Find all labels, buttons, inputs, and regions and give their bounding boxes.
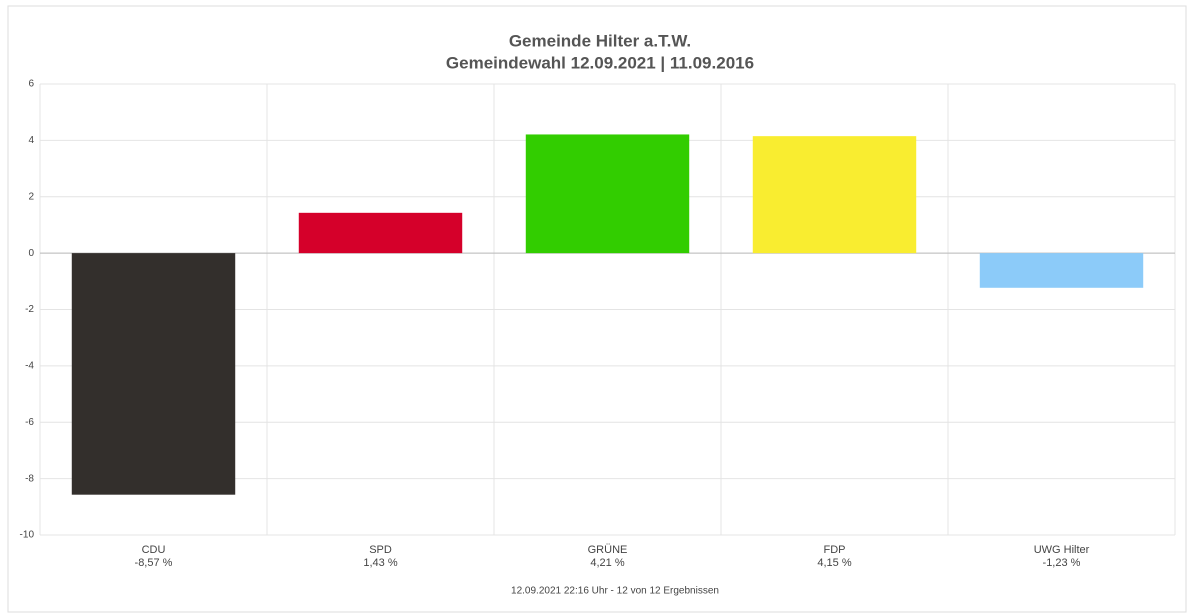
frame [7, 5, 1187, 613]
y-tick-label: -6 [25, 417, 34, 428]
value-label: 1,43 % [363, 557, 397, 569]
bar [71, 253, 236, 495]
x-tick-label: UWG Hilter [1034, 544, 1090, 556]
y-tick-label: -8 [25, 473, 34, 484]
bar [752, 136, 917, 254]
y-tick-label: -4 [25, 361, 34, 372]
value-label: 4,21 % [590, 557, 624, 569]
chart-title: Gemeinde Hilter a.T.W. [509, 31, 691, 50]
bar [979, 253, 1144, 288]
value-label: -1,23 % [1043, 557, 1081, 569]
value-label: -8,57 % [135, 557, 173, 569]
y-tick-label: 4 [28, 135, 34, 146]
bar [525, 134, 690, 254]
y-tick-label: 0 [28, 248, 34, 259]
x-tick-label: FDP [824, 544, 846, 556]
x-tick-label: SPD [369, 544, 392, 556]
y-tick-label: -10 [20, 530, 35, 541]
footer: 12.09.2021 22:16 Uhr - 12 von 12 Ergebni… [511, 586, 719, 597]
chart-subtitle: Gemeindewahl 12.09.2021 | 11.09.2016 [446, 53, 754, 72]
bar [298, 212, 463, 254]
y-tick-label: 6 [28, 79, 34, 90]
y-tick-label: 2 [28, 191, 34, 202]
y-tick-label: -2 [25, 304, 34, 315]
x-tick-label: CDU [142, 544, 166, 556]
value-label: 4,15 % [817, 557, 851, 569]
x-tick-label: GRÜNE [588, 544, 628, 556]
